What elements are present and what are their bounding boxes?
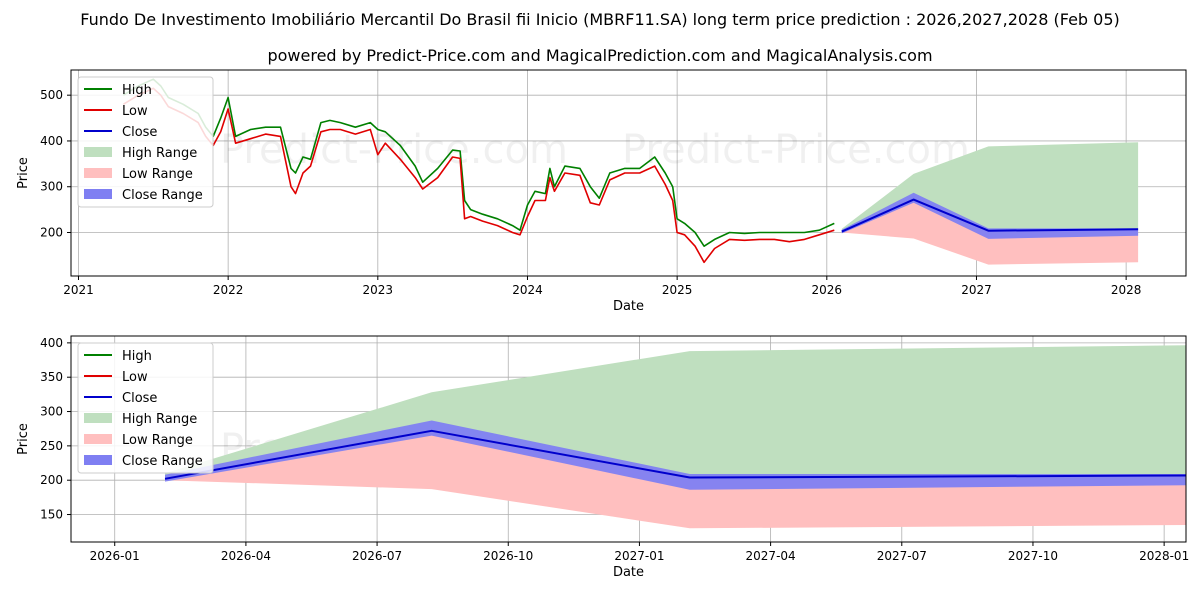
legend-label: Close: [122, 125, 157, 140]
y-tick-label: 300: [40, 180, 63, 194]
panel-top: Predict-Price.com Predict-Price.comPredic…: [16, 69, 1187, 314]
x-tick-label: 2027-04: [746, 549, 796, 563]
legend-label: High: [122, 83, 152, 98]
close-series-line: [841, 198, 1139, 233]
close-range-band: [841, 192, 1139, 239]
legend-label: Low: [122, 370, 148, 385]
y-tick-label: 300: [40, 405, 63, 419]
y-tick-label: 200: [40, 473, 63, 487]
x-tick-label: 2027-07: [877, 549, 927, 563]
y-axis-label: Price: [16, 157, 31, 189]
chart-subtitle: powered by Predict-Price.com and Magical…: [267, 46, 933, 65]
legend-label: Low Range: [122, 433, 193, 448]
legend: High Low Close High Range Low Range Close Ran…: [77, 76, 214, 208]
x-tick-label: 2026-04: [221, 549, 271, 563]
legend-label: Low Range: [122, 167, 193, 182]
high-range-band: [165, 345, 1186, 479]
legend-label: Close: [122, 391, 157, 406]
plot-area: [164, 345, 1186, 529]
legend-label: High: [122, 349, 152, 364]
x-tick-label: 2027-01: [614, 549, 664, 563]
legend-label: Close Range: [122, 188, 203, 203]
y-axis-label: Price: [16, 423, 31, 455]
y-tick-label: 200: [40, 226, 63, 240]
close-series-line: [164, 429, 1186, 480]
x-tick-label: 2028: [1111, 283, 1142, 297]
high-series-line: [122, 78, 835, 247]
legend-swatch-patch: [84, 455, 112, 465]
low-series-line: [122, 87, 835, 264]
x-tick-label: 2021: [63, 283, 94, 297]
plot-frame: [70, 335, 1187, 543]
legend: High Low Close High Range Low Range Close Ran…: [77, 342, 214, 474]
legend-label: Close Range: [122, 454, 203, 469]
legend-label: High Range: [122, 412, 197, 427]
x-tick-label: 2028-01: [1139, 549, 1189, 563]
watermark-group: Predict-Price.com Predict-Price.comPredic…: [220, 127, 970, 173]
panel-bottom: Predict-Price.comPredict-Price.com2026-0…: [16, 335, 1189, 580]
legend-swatch-patch: [84, 413, 112, 423]
x-tick-label: 2023: [363, 283, 394, 297]
x-tick-label: 2026-07: [352, 549, 402, 563]
x-tick-label: 2026-01: [90, 549, 140, 563]
legend-swatch-patch: [84, 168, 112, 178]
y-tick-label: 500: [40, 88, 63, 102]
watermark-text: Predict-Price.com: [220, 127, 568, 173]
legend-swatch-patch: [84, 189, 112, 199]
legend-swatch-patch: [84, 434, 112, 444]
x-tick-label: 2025: [662, 283, 693, 297]
high-range-band: [841, 142, 1139, 232]
x-tick-label: 2027-10: [1008, 549, 1058, 563]
legend-swatch-patch: [84, 147, 112, 157]
y-tick-label: 400: [40, 336, 63, 350]
legend-label: High Range: [122, 146, 197, 161]
y-tick-label: 150: [40, 508, 63, 522]
watermark-text: Predict-Price.com: [622, 127, 970, 173]
y-tick-label: 250: [40, 439, 63, 453]
plot-area: [122, 78, 1139, 265]
legend-label: Low: [122, 104, 148, 119]
x-axis-label: Date: [613, 299, 644, 314]
y-tick-label: 350: [40, 370, 63, 384]
x-tick-label: 2026-10: [483, 549, 533, 563]
y-tick-label: 400: [40, 134, 63, 148]
x-tick-label: 2024: [512, 283, 543, 297]
x-tick-label: 2027: [961, 283, 992, 297]
x-tick-label: 2026: [812, 283, 843, 297]
chart-title: Fundo De Investimento Imobiliário Mercan…: [80, 10, 1120, 29]
x-axis-label: Date: [613, 565, 644, 580]
plot-frame: [70, 69, 1187, 277]
x-tick-label: 2022: [213, 283, 244, 297]
